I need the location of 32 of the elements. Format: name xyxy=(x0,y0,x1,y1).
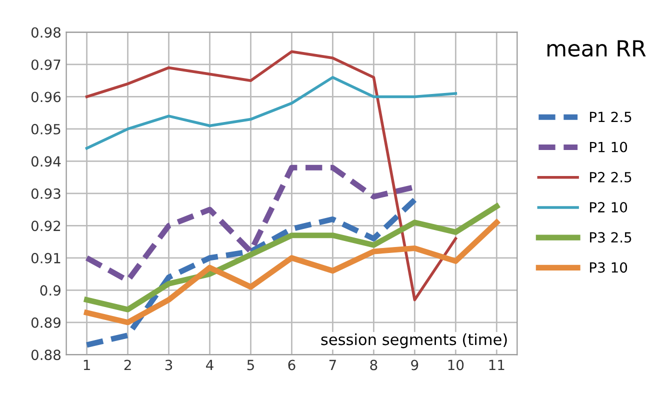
y-tick-label: 0.89 xyxy=(31,317,60,328)
y-tick-label: 0.96 xyxy=(31,92,61,102)
x-tick-label: 6 xyxy=(288,360,296,370)
x-tick-label: 5 xyxy=(247,360,254,370)
text: mean RR xyxy=(547,40,646,57)
y-tick-label: 0.9 xyxy=(40,285,60,296)
x-tick-label: 4 xyxy=(206,360,214,370)
legend-label: P1 10 xyxy=(590,142,628,152)
line-series xyxy=(85,76,458,150)
x-tick-label: 9 xyxy=(411,360,418,370)
x-tick-label: 7 xyxy=(329,360,336,370)
x-tick-label: 2 xyxy=(124,360,131,370)
x-axis-title: session segments (time) xyxy=(321,333,507,348)
legend-label: P3 2.5 xyxy=(590,232,632,243)
x-tick-label: 8 xyxy=(370,360,378,370)
legend-label: P2 10 xyxy=(590,202,628,213)
y-tick-label: 0.95 xyxy=(31,124,60,134)
x-tick-label: 10 xyxy=(448,360,464,370)
legend-label: P3 10 xyxy=(590,262,628,273)
y-tick-label: 0.98 xyxy=(31,27,60,38)
x-tick-label: 3 xyxy=(165,360,172,370)
y-tick-label: 0.88 xyxy=(31,350,60,360)
x-tick-label: 11 xyxy=(489,360,504,370)
y-tick-label: 0.94 xyxy=(31,156,61,167)
y-tick-label: 0.93 xyxy=(31,188,60,199)
y-tick-label: 0.97 xyxy=(31,59,60,70)
y-tick-label: 0.91 xyxy=(31,252,60,264)
legend-label: P1 2.5 xyxy=(590,112,632,122)
line-series xyxy=(85,50,458,302)
y-tick-label: 0.92 xyxy=(31,220,60,232)
legend-label: P2 2.5 xyxy=(590,172,632,182)
x-tick-label: 1 xyxy=(84,360,90,370)
